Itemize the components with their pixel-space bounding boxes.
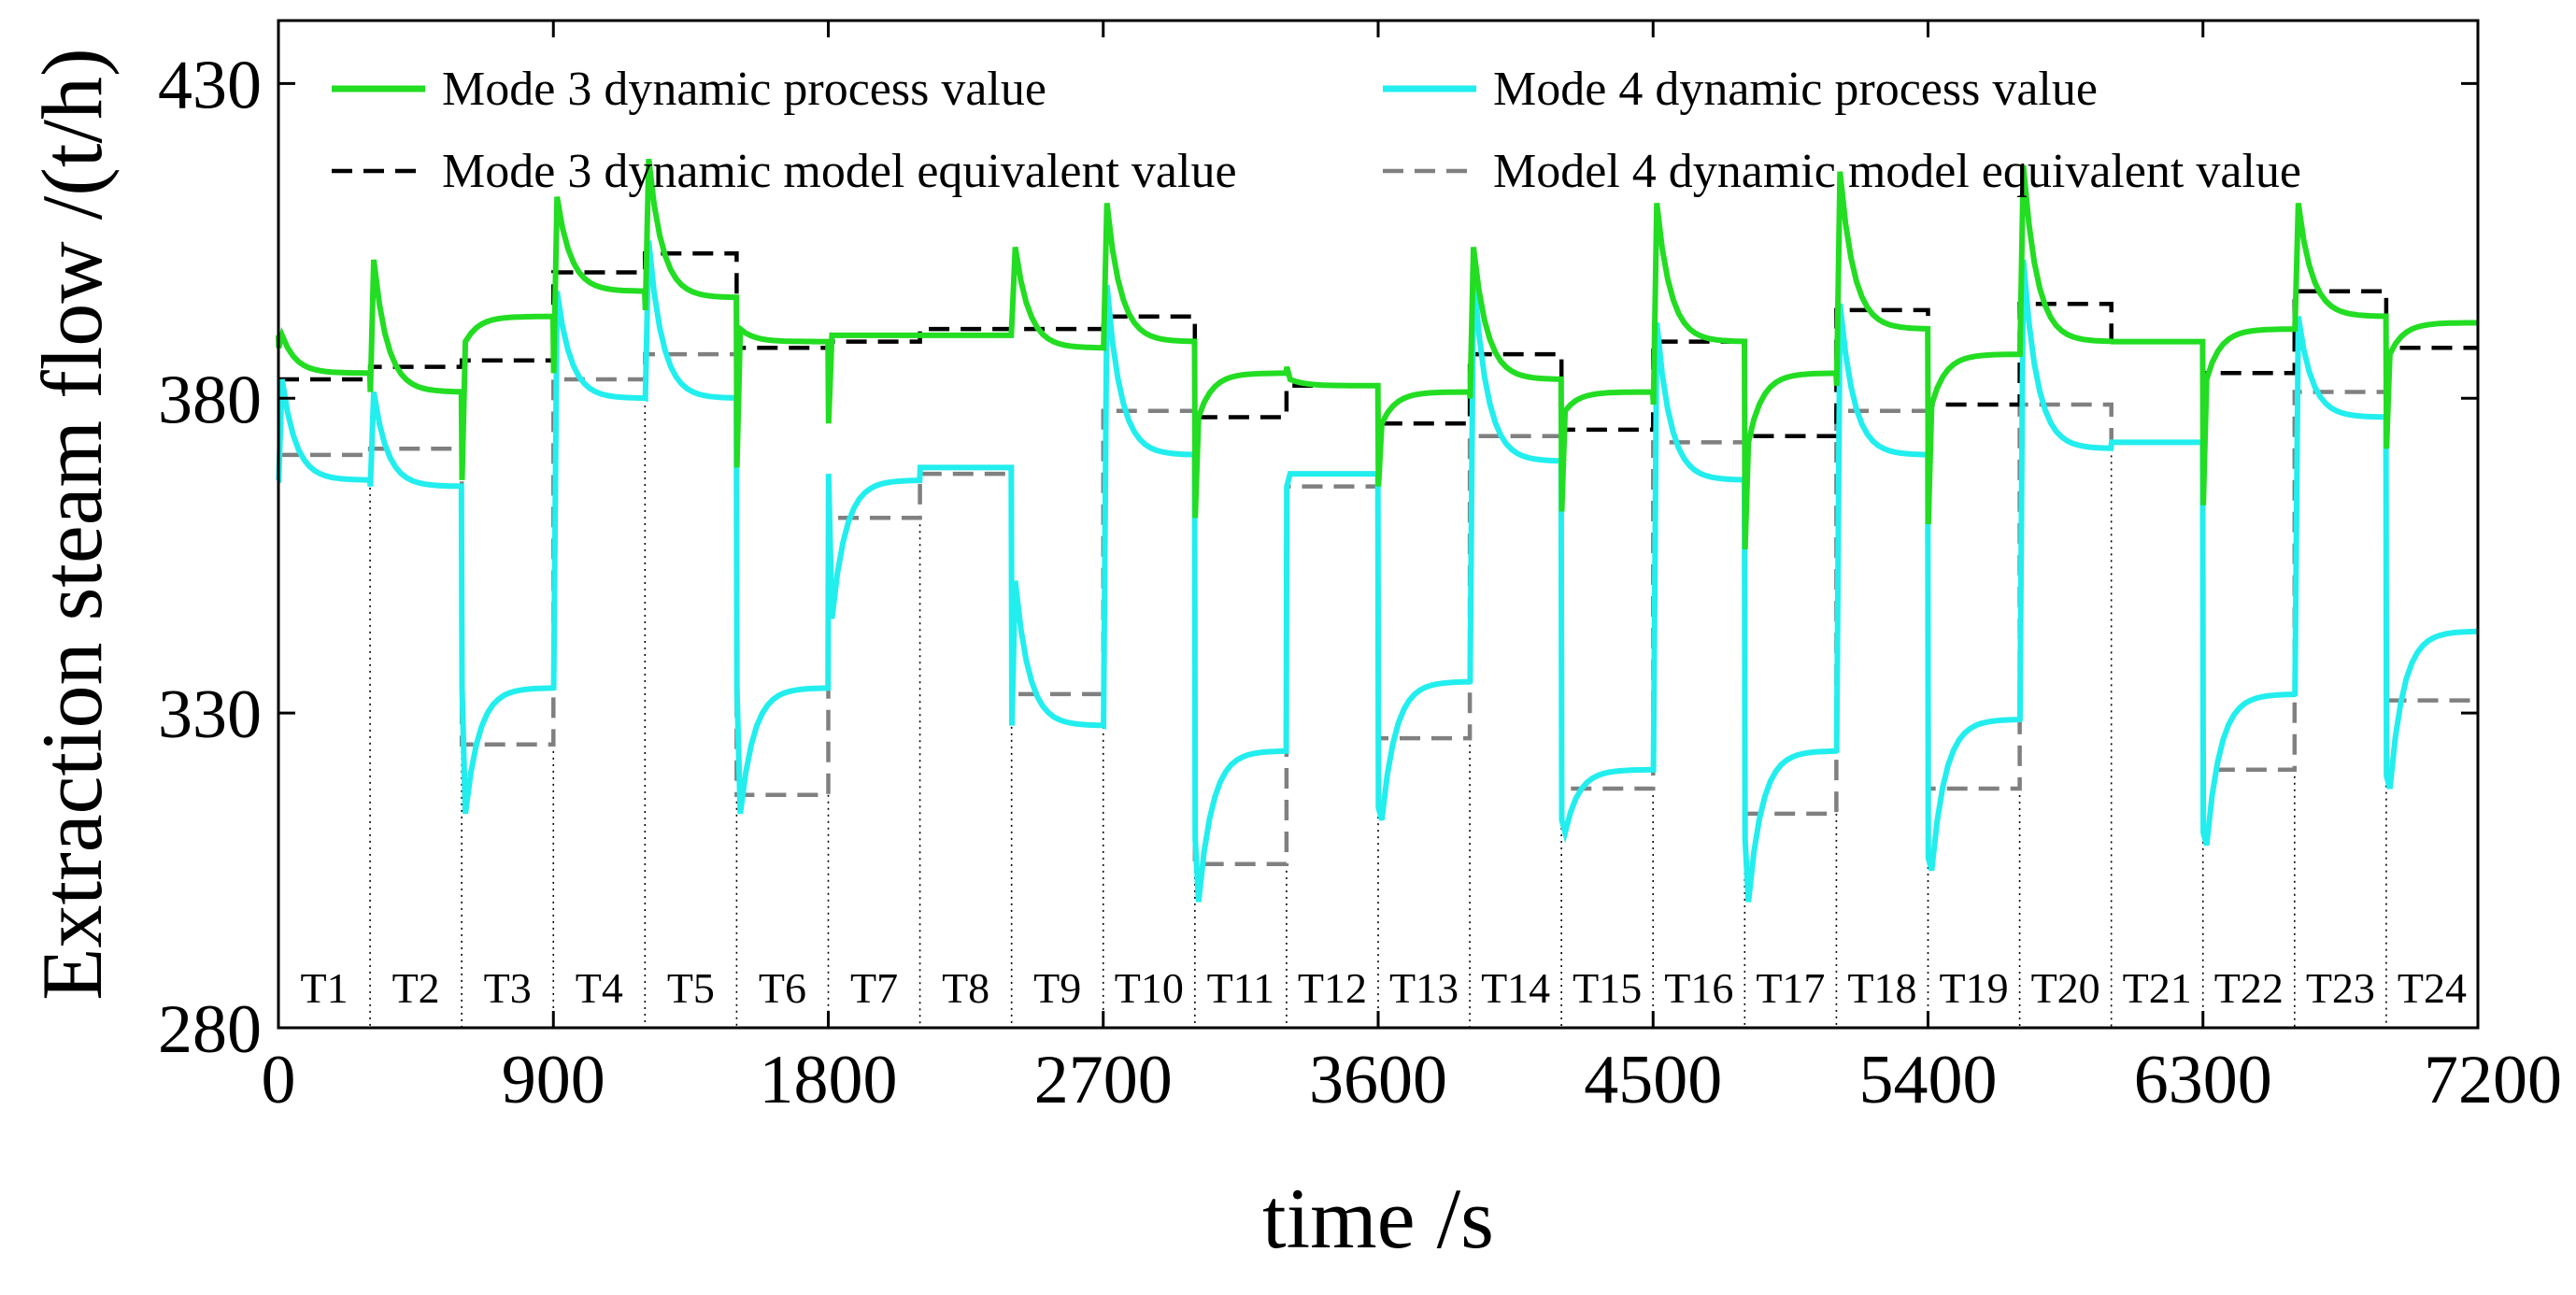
x-tick-label: 4500 [1584, 1042, 1722, 1118]
x-tick-label: 2700 [1034, 1042, 1173, 1118]
x-tick-label: 1800 [760, 1042, 898, 1118]
legend-label-mode4-process: Mode 4 dynamic process value [1493, 63, 2098, 116]
segment-label-t4: T4 [576, 964, 623, 1012]
segment-label-t9: T9 [1033, 964, 1081, 1012]
legend: Mode 3 dynamic process value Mode 4 dyna… [332, 63, 2301, 198]
y-tick-label: 280 [158, 991, 262, 1068]
segment-label-t24: T24 [2398, 964, 2467, 1012]
legend-label-mode3-model: Mode 3 dynamic model equivalent value [442, 145, 1237, 198]
segment-label-t23: T23 [2306, 964, 2375, 1012]
segment-label-t12: T12 [1298, 964, 1367, 1012]
segment-labels: T1 T2 T3 T4 T5 T6 T7 T8 T9 T10 T11 T12 T13 T14 T15 T16 T… [300, 964, 2467, 1012]
x-tick-label: 900 [502, 1042, 605, 1118]
segment-label-t5: T5 [667, 964, 715, 1012]
x-tick-label: 6300 [2134, 1042, 2272, 1118]
segment-label-t11: T11 [1207, 964, 1274, 1012]
segment-label-t14: T14 [1481, 964, 1550, 1012]
x-tick-label: 0 [262, 1042, 296, 1118]
segment-label-t10: T10 [1115, 964, 1184, 1012]
segment-label-t17: T17 [1756, 964, 1825, 1012]
x-axis-label: time /s [1262, 1171, 1494, 1266]
y-axis-label: Extraction steam flow /(t/h) [24, 48, 120, 1000]
y-tick-label: 430 [158, 47, 262, 123]
x-tick-label: 7200 [2424, 1042, 2562, 1118]
x-tick-label: 3600 [1309, 1042, 1447, 1118]
legend-label-mode4-model: Model 4 dynamic model equivalent value [1493, 145, 2301, 198]
y-tick-label: 380 [158, 362, 262, 438]
series-layer [276, 158, 2478, 903]
segment-label-t19: T19 [1939, 964, 2008, 1012]
x-axis-ticks: 0 900 1800 2700 3600 4500 5400 6300 7200 [262, 21, 2562, 1118]
y-axis-ticks: 280 330 380 430 [158, 47, 2478, 1068]
x-tick-label: 5400 [1859, 1042, 1998, 1118]
segment-label-t20: T20 [2031, 964, 2100, 1012]
segment-label-t18: T18 [1847, 964, 1916, 1012]
segment-label-t1: T1 [300, 964, 348, 1012]
segment-label-t6: T6 [759, 964, 806, 1012]
segment-label-t7: T7 [850, 964, 898, 1012]
segment-label-t13: T13 [1389, 964, 1459, 1012]
segment-label-t3: T3 [484, 964, 532, 1012]
y-tick-label: 330 [158, 676, 262, 753]
segment-label-t2: T2 [392, 964, 440, 1012]
segment-label-t22: T22 [2214, 964, 2284, 1012]
segment-label-t15: T15 [1573, 964, 1642, 1012]
segment-label-t21: T21 [2123, 964, 2192, 1012]
legend-label-mode3-process: Mode 3 dynamic process value [442, 63, 1046, 116]
segment-label-t8: T8 [942, 964, 989, 1012]
segment-label-t16: T16 [1664, 964, 1733, 1012]
series-line-mode3-process [276, 158, 2478, 550]
